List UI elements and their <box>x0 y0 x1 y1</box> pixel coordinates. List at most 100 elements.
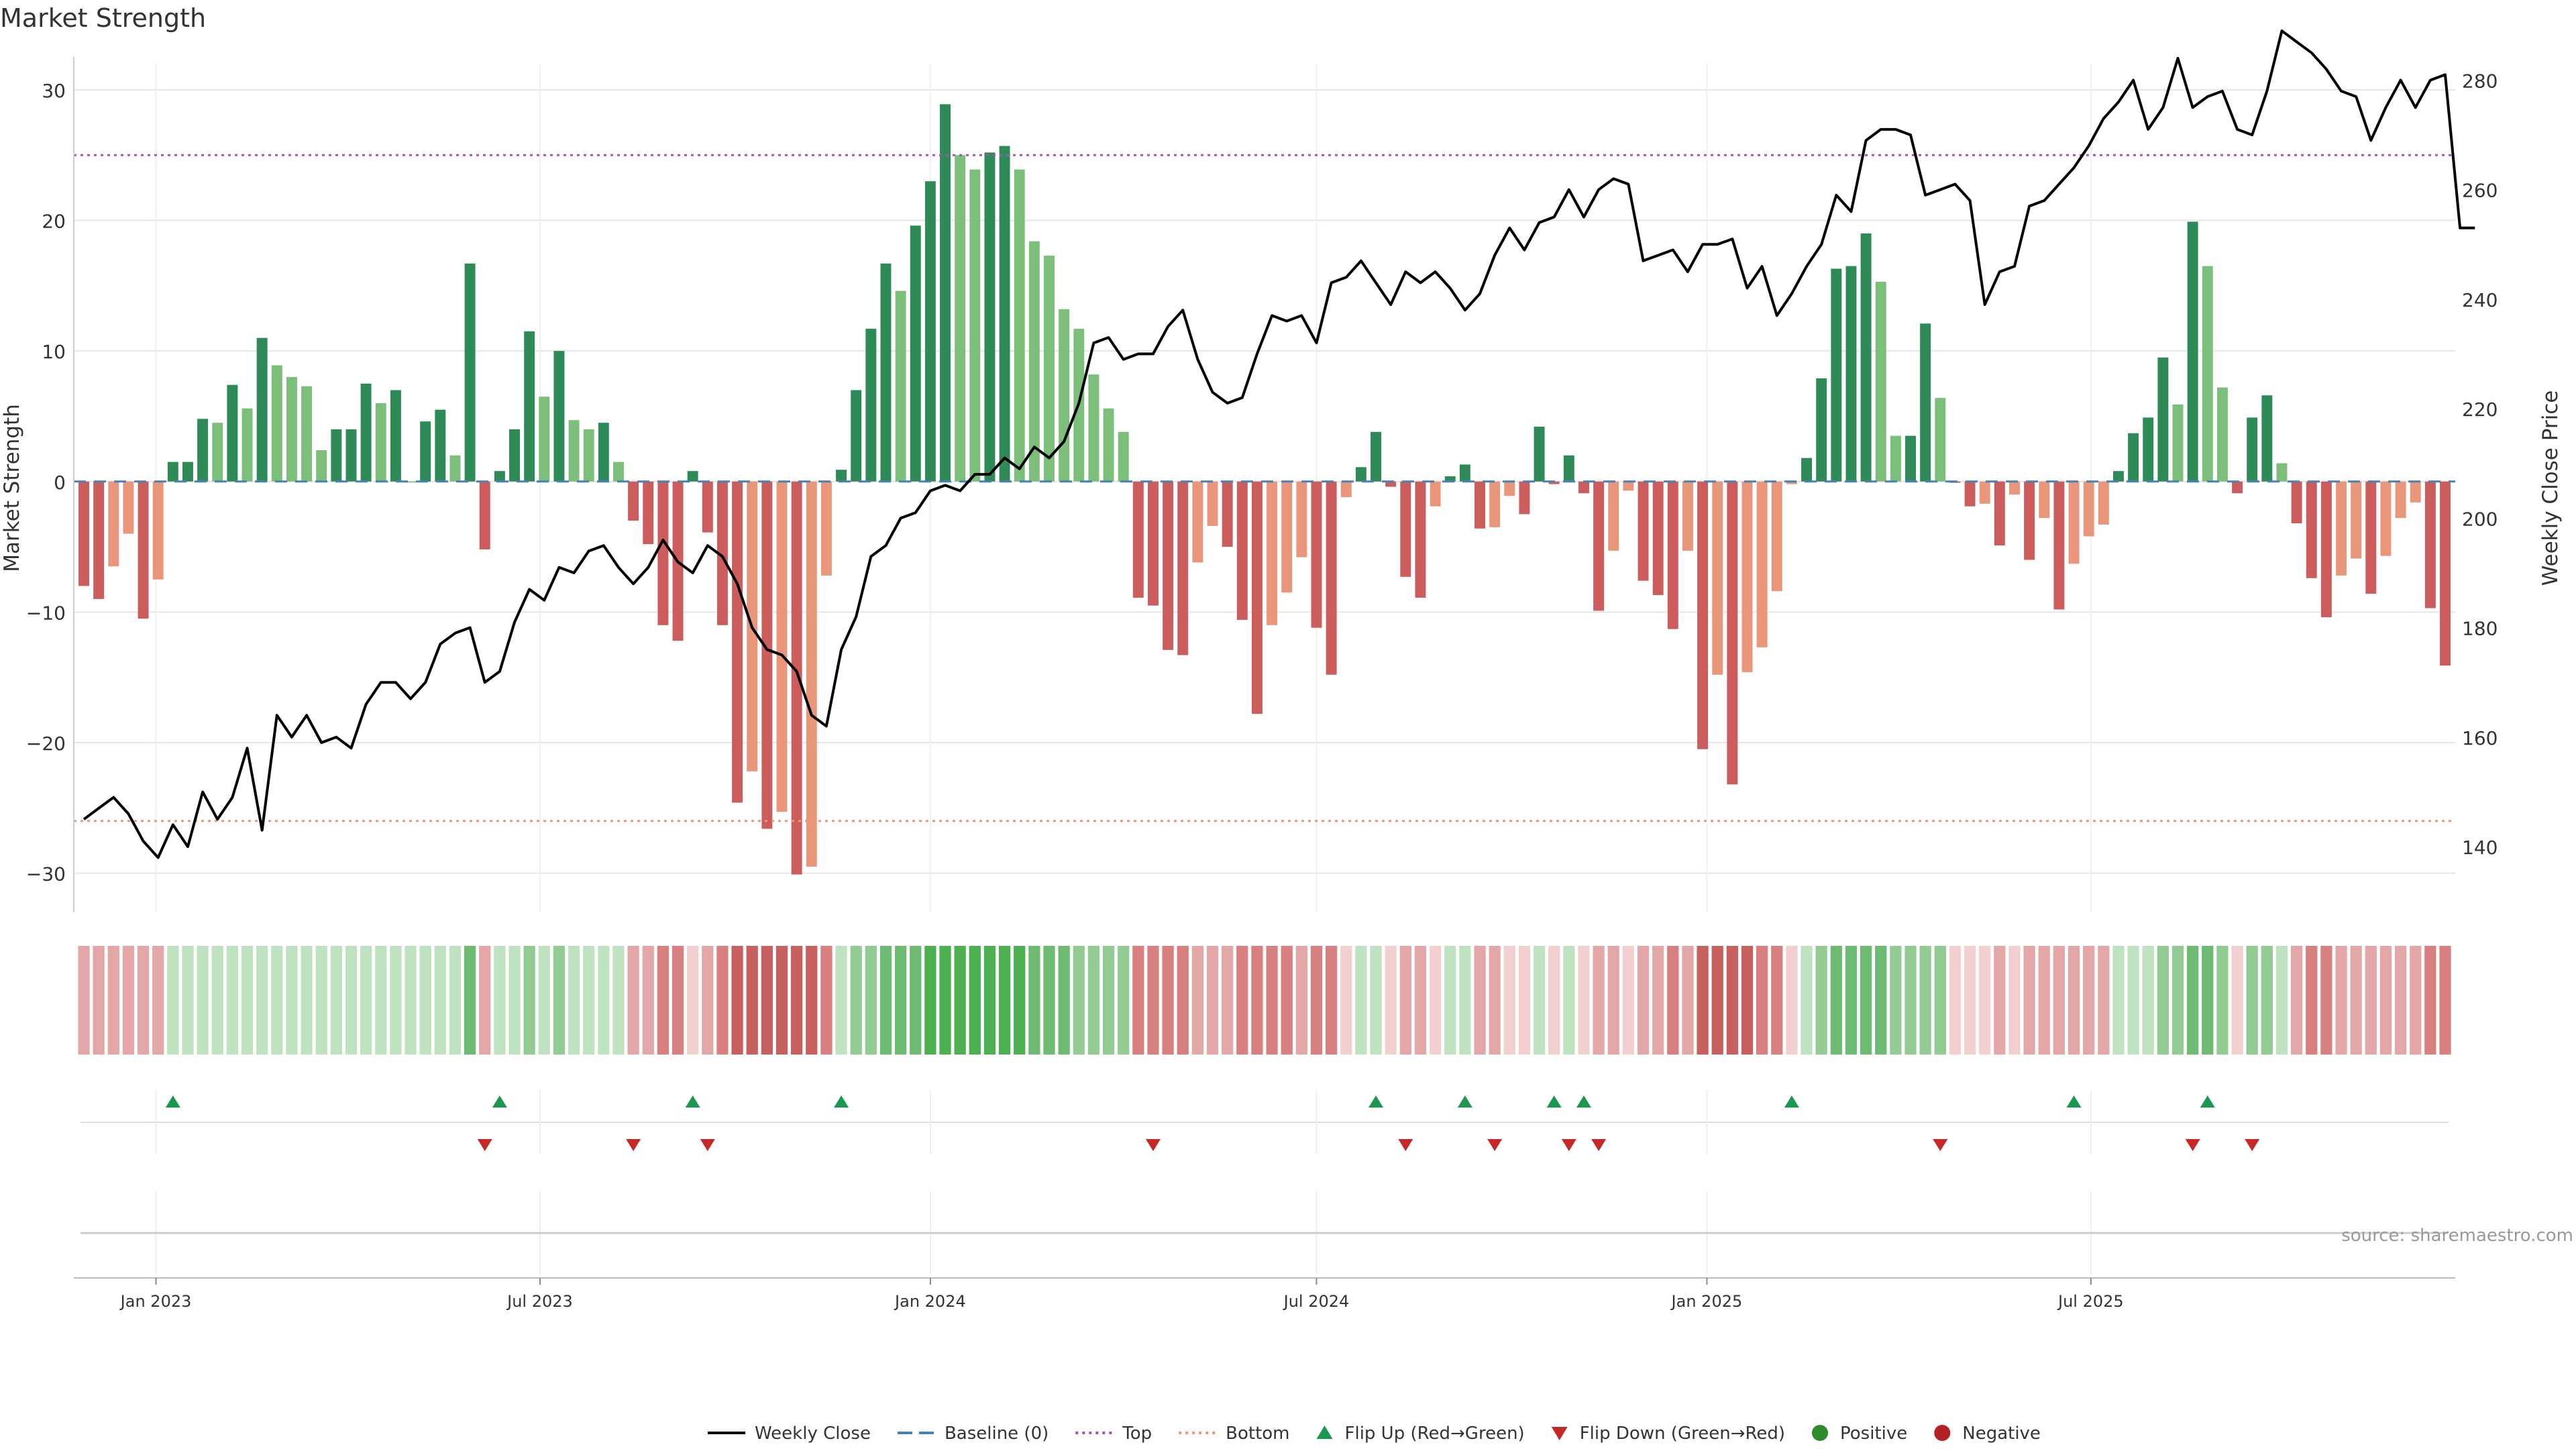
strength-bar <box>643 481 654 545</box>
regime-cell <box>137 946 150 1055</box>
x-tick-label: Jul 2023 <box>506 1292 573 1311</box>
strength-bar <box>1786 481 1797 484</box>
regime-cell <box>1697 946 1709 1055</box>
regime-cell <box>226 946 239 1055</box>
flip-down-marker <box>626 1139 641 1151</box>
regime-cell <box>449 946 462 1055</box>
regime-cell <box>360 946 372 1055</box>
regime-cell <box>998 946 1011 1055</box>
regime-cell <box>1682 946 1694 1055</box>
regime-strip <box>78 946 2451 1055</box>
regime-cell <box>330 946 342 1055</box>
regime-cell <box>523 946 535 1055</box>
regime-cell <box>1667 946 1679 1055</box>
strength-bar <box>390 390 401 482</box>
regime-cell <box>2410 946 2422 1055</box>
regime-cell <box>2261 946 2273 1055</box>
strength-bar <box>360 383 372 482</box>
regime-cell <box>806 946 818 1055</box>
regime-cell <box>894 946 907 1055</box>
strength-bar <box>1028 241 1040 482</box>
strength-bar <box>880 263 892 482</box>
regime-cell <box>2023 946 2035 1055</box>
strength-bar <box>138 481 149 619</box>
strength-bar <box>108 481 119 567</box>
strength-bar <box>940 104 951 482</box>
x-tick-label: Jan 2024 <box>894 1292 966 1311</box>
strength-bar <box>1994 481 2005 546</box>
regime-cell <box>1222 946 1234 1055</box>
strength-bar <box>1608 481 1619 551</box>
strength-bar <box>1578 481 1589 494</box>
regime-cell <box>2335 946 2347 1055</box>
strength-bar <box>1756 481 1768 647</box>
flip-up-marker <box>165 1095 180 1108</box>
legend-item: Top <box>1075 1424 1152 1444</box>
regime-cell <box>390 946 402 1055</box>
flip-down-marker <box>477 1139 492 1151</box>
left-tick-label: 10 <box>42 341 66 363</box>
regime-cell <box>568 946 580 1055</box>
legend-swatch-dot <box>1812 1425 1829 1441</box>
strength-bar <box>2083 481 2094 537</box>
regime-cell <box>1786 946 1798 1055</box>
regime-cell <box>286 946 298 1055</box>
regime-cell <box>1043 946 1055 1055</box>
legend: Weekly Close Baseline (0) Top Bottom Flip Up… <box>708 1424 2041 1444</box>
strength-bar <box>449 455 461 482</box>
regime-cell <box>1637 946 1650 1055</box>
strength-bar <box>1281 481 1293 593</box>
legend-item: Positive <box>1812 1424 1907 1444</box>
regime-cell <box>1593 946 1605 1055</box>
strength-bar <box>1563 455 1574 482</box>
regime-cell <box>2157 946 2169 1055</box>
left-tick-label: −30 <box>26 863 66 885</box>
strength-bar <box>2039 481 2050 519</box>
strength-bar <box>2098 481 2109 525</box>
strength-bar <box>553 351 565 482</box>
x-tick-label: Jan 2023 <box>119 1292 192 1311</box>
strength-bar <box>657 481 669 625</box>
flip-up-marker <box>1546 1095 1562 1108</box>
regime-cell <box>107 946 119 1055</box>
regime-cell <box>1741 946 1754 1055</box>
regime-cell <box>1801 946 1813 1055</box>
strength-bar <box>2276 463 2288 482</box>
regime-cell <box>702 946 714 1055</box>
strength-bar <box>1326 481 1337 675</box>
regime-cell <box>1118 946 1130 1055</box>
strength-bar <box>1593 481 1605 611</box>
regime-cell <box>983 946 996 1055</box>
strength-bar <box>955 155 966 482</box>
regime-cell <box>1266 946 1278 1055</box>
strength-bar <box>1935 398 1946 482</box>
regime-cell <box>1073 946 1085 1055</box>
regime-cell <box>93 946 105 1055</box>
strength-bar <box>2306 481 2317 578</box>
regime-cell <box>538 946 550 1055</box>
regime-cell <box>598 946 610 1055</box>
strength-bar <box>1236 481 1248 621</box>
regime-cell <box>969 946 981 1055</box>
strength-bar <box>405 481 417 483</box>
regime-cell <box>2290 946 2303 1055</box>
strength-bar <box>2320 481 2332 618</box>
regime-cell <box>1994 946 2006 1055</box>
regime-cell <box>419 946 431 1055</box>
strength-bar <box>1771 481 1782 592</box>
regime-cell <box>1533 946 1546 1055</box>
regime-cell <box>1711 946 1723 1055</box>
strength-bar <box>1920 323 1931 482</box>
left-axis-label: Market Strength <box>0 404 24 572</box>
regime-cell <box>2202 946 2214 1055</box>
strength-bar <box>865 329 877 482</box>
strength-bar <box>420 421 431 482</box>
strength-bar <box>2247 417 2258 482</box>
regime-cell <box>2246 946 2258 1055</box>
flip-up-marker <box>834 1095 849 1108</box>
legend-item: Bottom <box>1179 1424 1290 1444</box>
strength-bar <box>568 420 580 482</box>
regime-cell <box>1251 946 1263 1055</box>
strength-bar <box>1014 169 1025 482</box>
regime-cell <box>2306 946 2318 1055</box>
